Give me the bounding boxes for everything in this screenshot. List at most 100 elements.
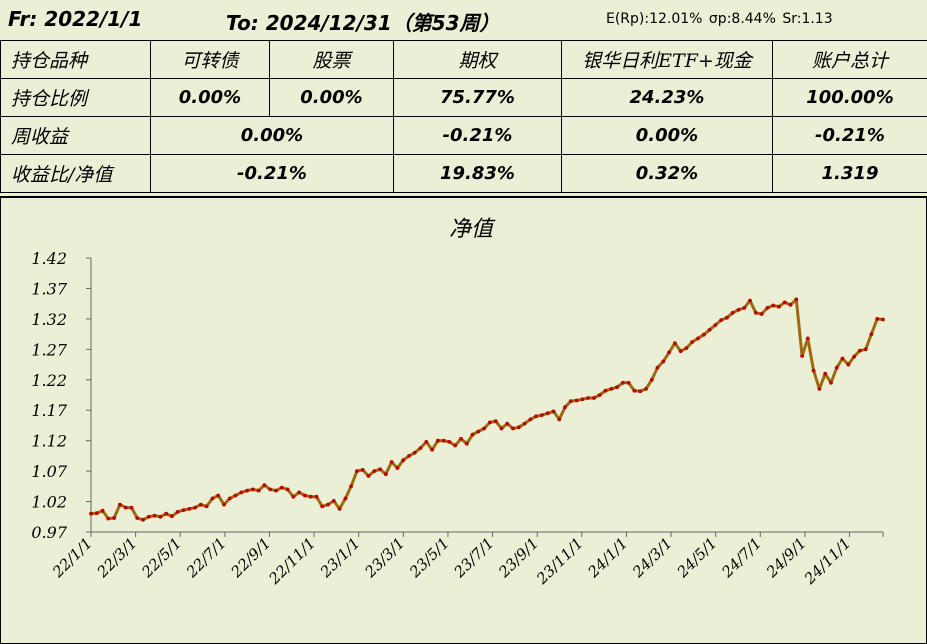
nav-data-point <box>332 499 336 503</box>
row-label: 收益比/净值 <box>1 155 151 193</box>
x-tick-label: 23/7/1 <box>450 534 498 582</box>
nav-data-point <box>760 312 764 316</box>
nav-data-point <box>419 446 423 450</box>
nav-data-point <box>621 381 625 385</box>
nav-data-point <box>650 378 654 382</box>
column-header: 股票 <box>270 41 394 79</box>
x-tick-label: 23/3/1 <box>361 534 409 582</box>
nav-data-point <box>725 316 729 320</box>
table-cell: 24.23% <box>562 79 773 117</box>
nav-data-point <box>656 366 660 370</box>
nav-data-point <box>338 507 342 511</box>
nav-data-point <box>424 440 428 444</box>
nav-data-point <box>714 323 718 327</box>
column-header: 持仓品种 <box>1 41 151 79</box>
nav-data-point <box>575 399 579 403</box>
nav-data-point <box>291 495 295 499</box>
nav-data-point <box>303 494 307 498</box>
nav-data-point <box>552 410 556 414</box>
table-cell: 0.00% <box>151 117 394 155</box>
y-tick-label: 1.37 <box>31 279 67 298</box>
y-tick-label: 1.42 <box>31 249 67 268</box>
report-header: Fr: 2022/1/1 To: 2024/12/31（第53周） E(Rp):… <box>0 0 927 40</box>
nav-data-point <box>737 308 741 312</box>
column-header: 可转债 <box>151 41 270 79</box>
y-tick-label: 0.97 <box>31 523 67 542</box>
nav-data-point <box>89 512 93 516</box>
row-label: 持仓比例 <box>1 79 151 117</box>
date-to: To: 2024/12/31（第53周） <box>226 7 500 36</box>
nav-data-point <box>471 433 475 437</box>
x-tick-label: 22/11/1 <box>265 534 319 588</box>
table-cell: 19.83% <box>394 155 562 193</box>
nav-data-point <box>685 346 689 350</box>
nav-data-point <box>638 389 642 393</box>
nav-data-point <box>633 389 637 393</box>
x-tick-label: 24/7/1 <box>718 534 766 582</box>
x-tick-label: 22/5/1 <box>137 534 185 582</box>
nav-data-point <box>864 347 868 351</box>
nav-data-point <box>731 311 735 315</box>
nav-data-point <box>280 486 284 490</box>
nav-data-point <box>378 467 382 471</box>
table-row: 周收益 0.00% -0.21% 0.00% -0.21% <box>1 117 927 155</box>
y-tick-label: 1.12 <box>31 432 67 451</box>
nav-data-point <box>274 489 278 493</box>
table-cell: 0.00% <box>151 79 270 117</box>
date-from: Fr: 2022/1/1 <box>8 7 142 31</box>
nav-data-point <box>494 419 498 423</box>
nav-data-point <box>448 440 452 444</box>
nav-data-point <box>511 427 515 431</box>
nav-line-chart: 净值 1.421.371.321.271.221.171.121.071.020… <box>1 198 926 643</box>
nav-data-point <box>372 469 376 473</box>
table-row: 收益比/净值 -0.21% 19.83% 0.32% 1.319 <box>1 155 927 193</box>
nav-data-point <box>141 518 145 522</box>
nav-data-point <box>228 497 232 501</box>
nav-data-point <box>563 405 567 409</box>
y-tick-label: 1.17 <box>31 401 67 420</box>
nav-data-point <box>818 387 822 391</box>
nav-data-point <box>846 363 850 367</box>
nav-data-point <box>465 442 469 446</box>
nav-data-point <box>205 505 209 509</box>
nav-data-point <box>835 366 839 370</box>
table-cell: 75.77% <box>394 79 562 117</box>
nav-data-point <box>320 505 324 509</box>
nav-data-point <box>135 516 139 520</box>
nav-data-point <box>222 503 226 507</box>
risk-stats: E(Rp):12.01% σp:8.44% Sr:1.13 <box>606 11 833 27</box>
nav-data-point <box>361 468 365 472</box>
nav-data-point <box>349 484 353 488</box>
nav-data-point <box>193 506 197 510</box>
nav-data-point <box>702 333 706 337</box>
table-cell: 1.319 <box>773 155 927 193</box>
nav-data-point <box>344 497 348 501</box>
nav-data-point <box>644 387 648 391</box>
nav-data-point <box>211 497 215 501</box>
nav-data-point <box>268 488 272 492</box>
nav-data-point <box>627 381 631 385</box>
nav-data-point <box>754 311 758 315</box>
nav-data-point <box>500 427 504 431</box>
nav-data-point <box>147 515 151 519</box>
nav-data-point <box>789 303 793 307</box>
nav-data-point <box>257 489 261 493</box>
nav-data-point <box>546 411 550 415</box>
x-axis: 22/1/122/3/122/5/122/7/122/9/122/11/123/… <box>48 532 883 588</box>
nav-data-point <box>783 301 787 305</box>
nav-data-point <box>534 414 538 418</box>
nav-data-point <box>667 351 671 355</box>
nav-data-point <box>390 460 394 464</box>
nav-data-point <box>673 341 677 345</box>
y-tick-label: 1.22 <box>31 371 67 390</box>
nav-data-point <box>101 509 105 513</box>
nav-data-point <box>841 357 845 361</box>
nav-data-point <box>482 427 486 431</box>
chart-title: 净值 <box>449 217 496 242</box>
nav-data-point <box>245 489 249 493</box>
x-tick-label: 22/3/1 <box>93 534 141 582</box>
nav-data-point <box>870 332 874 336</box>
nav-data-point <box>199 503 203 507</box>
nav-data-point <box>367 474 371 478</box>
table-cell: 0.00% <box>562 117 773 155</box>
